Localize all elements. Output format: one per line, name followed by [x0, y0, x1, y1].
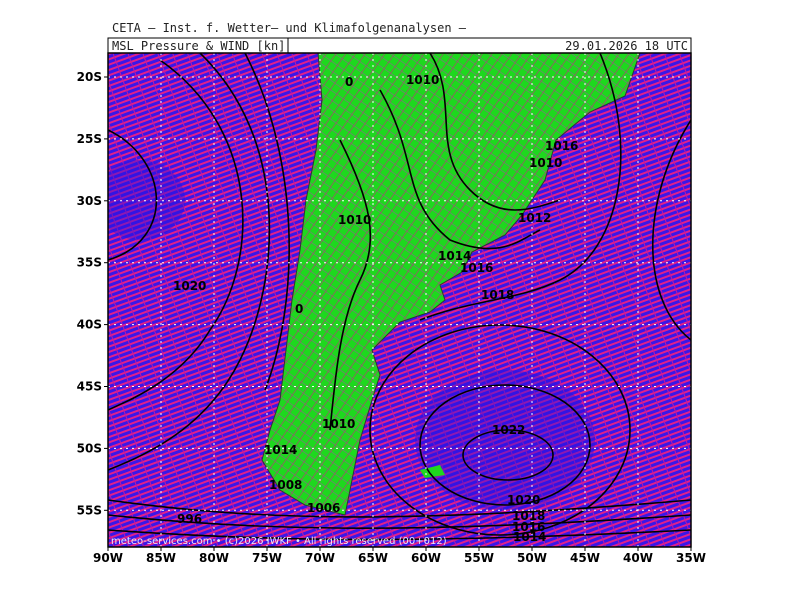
isobar-label: 1012	[518, 211, 551, 225]
lon-label: 60W	[411, 551, 441, 565]
lat-label: 45S	[77, 380, 102, 394]
isobar-label: 1020	[173, 279, 206, 293]
lat-label: 20S	[77, 70, 102, 84]
lon-label: 75W	[252, 551, 282, 565]
isobar-label: 1020	[507, 493, 540, 507]
isobar-label: 1014	[264, 443, 297, 457]
isobar-label: 1016	[460, 261, 493, 275]
map-area	[108, 53, 691, 547]
lon-label: 50W	[517, 551, 547, 565]
isobar-label: 1010	[338, 213, 371, 227]
isobar-label: 1008	[269, 478, 302, 492]
isobar-label: 1016	[545, 139, 578, 153]
lon-label: 65W	[358, 551, 388, 565]
field-label: MSL Pressure & WIND [kn]	[112, 39, 285, 53]
isobar-label: 1010	[529, 156, 562, 170]
lat-label: 55S	[77, 503, 102, 517]
lat-label: 30S	[77, 194, 102, 208]
isobar-label: 996	[177, 512, 202, 526]
isobar-label: 1010	[322, 417, 355, 431]
credit: meteo-services.com • (c)2026 IWKF • All …	[111, 536, 447, 547]
isobar-label: 1014	[513, 530, 546, 544]
lat-label: 25S	[77, 132, 102, 146]
isobar-label: 0	[295, 302, 303, 316]
isobar-label: 1006	[307, 501, 340, 515]
lon-label: 40W	[623, 551, 653, 565]
lon-label: 45W	[570, 551, 600, 565]
lon-label: 80W	[199, 551, 229, 565]
lon-label: 35W	[676, 551, 706, 565]
valid-time: 29.01.2026 18 UTC	[565, 39, 688, 53]
lon-label: 70W	[305, 551, 335, 565]
grid	[108, 53, 691, 547]
lat-label: 40S	[77, 318, 102, 332]
title: CETA — Inst. f. Wetter— und Klimafolgena…	[112, 21, 467, 35]
isobar-labels: 1010 0 1016 1010 1012 1010 1014 1016 101…	[173, 73, 578, 544]
calm-area	[415, 370, 595, 510]
calm-area	[108, 160, 185, 240]
lat-label: 50S	[77, 441, 102, 455]
isobar-label: 1010	[406, 73, 439, 87]
isobars	[108, 53, 691, 541]
axis-labels: 90W 85W 80W 75W 70W 65W 60W 55W 50W 45W 40W 35W 20S 2…	[77, 70, 706, 565]
isobar-label: 0	[345, 75, 353, 89]
lon-label: 90W	[93, 551, 123, 565]
lon-label: 55W	[464, 551, 494, 565]
isobar-label: 1018	[512, 509, 545, 523]
isobar-label: 1022	[492, 423, 525, 437]
lon-label: 85W	[146, 551, 176, 565]
isobar-label: 1014	[438, 249, 471, 263]
south-america	[261, 53, 641, 516]
frame	[107, 52, 692, 548]
isobar-label: 1016	[512, 520, 545, 534]
lat-label: 35S	[77, 256, 102, 270]
isobar-label: 1018	[481, 288, 514, 302]
